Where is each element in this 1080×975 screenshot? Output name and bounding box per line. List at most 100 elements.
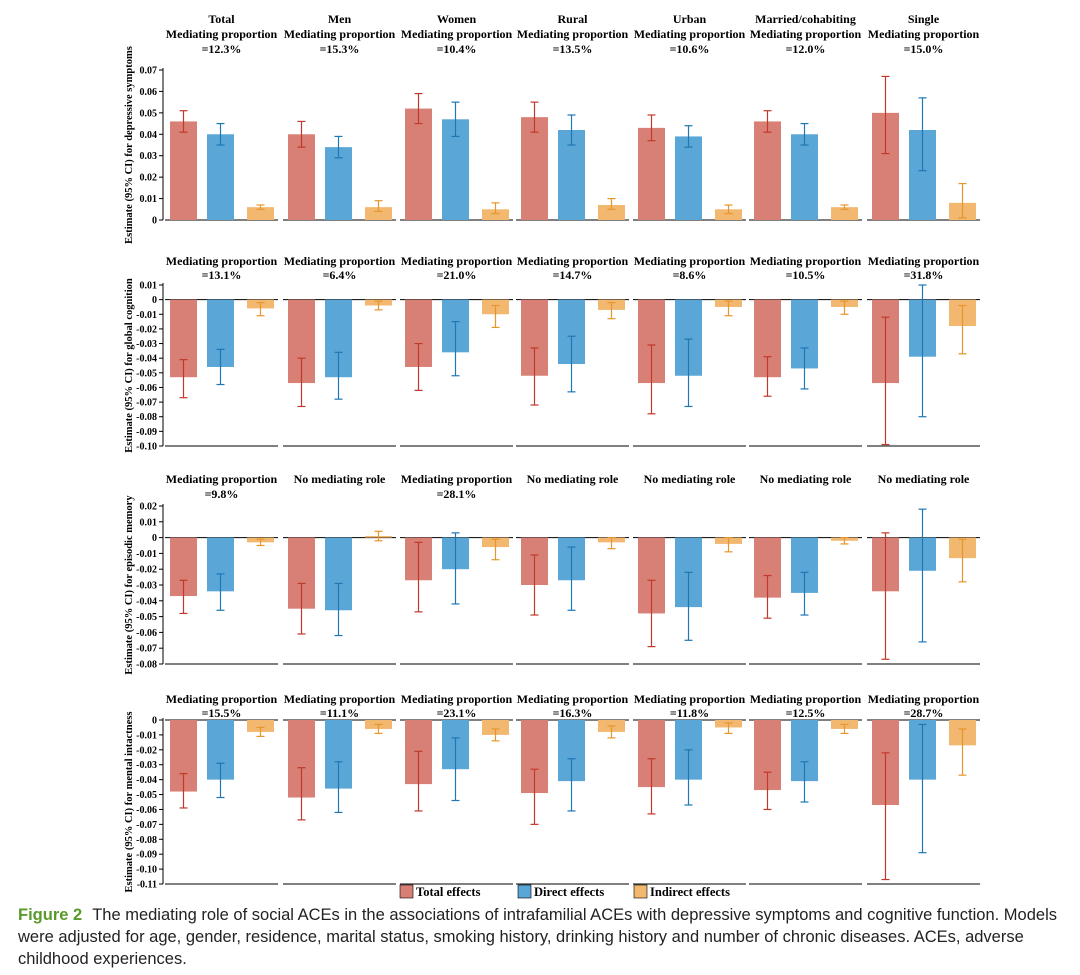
bar-indirect xyxy=(365,207,392,220)
group-header-text: =9.8% xyxy=(205,487,239,501)
group-header-text: No mediating role xyxy=(527,472,619,486)
bar-total xyxy=(170,121,197,220)
group-header-text: Mediating proportion xyxy=(750,254,862,268)
bar-total xyxy=(405,108,432,220)
group-header-text: =21.0% xyxy=(437,268,477,282)
bar-total xyxy=(288,134,315,220)
y-tick-label: 0.01 xyxy=(140,194,158,205)
bar-indirect xyxy=(247,207,274,220)
group-header-text: =10.5% xyxy=(786,268,826,282)
y-tick-label: -0.02 xyxy=(136,324,157,335)
y-axis-label: Estimate (95% CI) for mental intactness xyxy=(124,712,135,893)
group-header-text: Mediating proportion xyxy=(284,27,396,41)
y-tick-label: -0.06 xyxy=(136,628,157,639)
group-header-text: =15.3% xyxy=(320,42,360,56)
group-header-text: =6.4% xyxy=(323,268,357,282)
group-header-text: Mediating proportion xyxy=(634,254,746,268)
y-tick-label: 0.06 xyxy=(140,87,158,98)
y-tick-label: -0.04 xyxy=(136,775,157,786)
y-tick-label: -0.07 xyxy=(136,398,157,409)
group-header-text: =15.5% xyxy=(202,706,242,720)
bar-indirect xyxy=(482,720,509,735)
group-header-text: Mediating proportion xyxy=(868,692,980,706)
group-header-text: Rural xyxy=(558,12,589,26)
y-tick-label: -0.08 xyxy=(136,660,157,671)
legend-swatch-indirect xyxy=(633,884,648,899)
group-header-text: =28.7% xyxy=(904,706,944,720)
y-tick-label: -0.07 xyxy=(136,820,157,831)
group-header-text: Mediating proportion xyxy=(166,254,278,268)
y-tick-label: 0 xyxy=(152,216,157,227)
group-header-text: Single xyxy=(908,12,940,26)
y-tick-label: 0.01 xyxy=(140,281,158,292)
group-header-text: =14.7% xyxy=(553,268,593,282)
group-header-text: =11.8% xyxy=(670,706,709,720)
figure-caption-text: The mediating role of social ACEs in the… xyxy=(18,906,1057,968)
bar-direct xyxy=(791,134,818,220)
group-header-text: No mediating role xyxy=(294,472,386,486)
y-tick-label: 0 xyxy=(152,533,157,544)
bar-total xyxy=(521,117,548,220)
group-header-text: Mediating proportion xyxy=(517,692,629,706)
y-tick-label: -0.02 xyxy=(136,745,157,756)
group-header-text: No mediating role xyxy=(644,472,736,486)
group-header-text: Mediating proportion xyxy=(401,254,513,268)
group-header-text: =10.4% xyxy=(437,42,477,56)
y-tick-label: 0 xyxy=(152,716,157,727)
y-tick-label: -0.10 xyxy=(136,442,157,453)
group-header-text: Mediating proportion xyxy=(868,27,980,41)
y-tick-label: 0 xyxy=(152,295,157,306)
group-header-text: Mediating proportion xyxy=(750,27,862,41)
group-header-text: =23.1% xyxy=(437,706,477,720)
bar-indirect xyxy=(247,720,274,732)
group-header-text: =13.5% xyxy=(553,42,593,56)
legend-swatch-direct xyxy=(517,884,532,899)
group-header-text: Mediating proportion xyxy=(166,27,278,41)
bar-indirect xyxy=(715,209,742,220)
y-tick-label: -0.03 xyxy=(136,760,157,771)
bar-total xyxy=(638,127,665,220)
y-tick-label: -0.05 xyxy=(136,612,157,623)
bar-indirect xyxy=(482,209,509,220)
group-header-text: =8.6% xyxy=(673,268,707,282)
group-header-text: =12.3% xyxy=(202,42,242,56)
group-header-text: Mediating proportion xyxy=(166,692,278,706)
y-tick-label: 0.07 xyxy=(140,66,158,77)
y-tick-label: -0.09 xyxy=(136,850,157,861)
group-header-text: =31.8% xyxy=(904,268,944,282)
y-tick-label: 0.01 xyxy=(140,517,158,528)
group-header-text: Mediating proportion xyxy=(284,692,396,706)
y-tick-label: -0.05 xyxy=(136,368,157,379)
y-tick-label: 0.03 xyxy=(140,151,158,162)
group-header-text: Mediating proportion xyxy=(284,254,396,268)
y-tick-label: -0.09 xyxy=(136,427,157,438)
group-header-text: Mediating proportion xyxy=(517,254,629,268)
group-header-text: =12.5% xyxy=(786,706,826,720)
y-axis-label: Estimate (95% CI) for depressive symptom… xyxy=(124,46,135,244)
group-header-text: Urban xyxy=(673,12,707,26)
y-tick-label: -0.07 xyxy=(136,644,157,655)
group-header-text: =10.6% xyxy=(670,42,710,56)
figure-label: Figure 2 xyxy=(18,906,83,924)
group-header-text: =13.1% xyxy=(202,268,242,282)
bar-total xyxy=(754,121,781,220)
group-header-text: No mediating role xyxy=(760,472,852,486)
y-tick-label: -0.08 xyxy=(136,412,157,423)
group-header-text: Men xyxy=(328,12,352,26)
y-tick-label: 0.02 xyxy=(140,502,158,513)
group-header-text: Mediating proportion xyxy=(401,27,513,41)
group-header-text: Mediating proportion xyxy=(517,27,629,41)
group-header-text: =16.3% xyxy=(553,706,593,720)
group-header-text: No mediating role xyxy=(878,472,970,486)
legend-label: Indirect effects xyxy=(650,885,730,899)
group-header-text: Mediating proportion xyxy=(401,692,513,706)
group-header-text: Total xyxy=(208,12,235,26)
y-tick-label: -0.06 xyxy=(136,383,157,394)
y-tick-label: -0.01 xyxy=(136,730,157,741)
group-header-text: Women xyxy=(437,12,477,26)
y-tick-label: -0.03 xyxy=(136,339,157,350)
y-tick-label: -0.03 xyxy=(136,581,157,592)
legend-swatch-total xyxy=(399,884,414,899)
y-tick-label: -0.06 xyxy=(136,805,157,816)
group-header-text: =28.1% xyxy=(437,487,477,501)
